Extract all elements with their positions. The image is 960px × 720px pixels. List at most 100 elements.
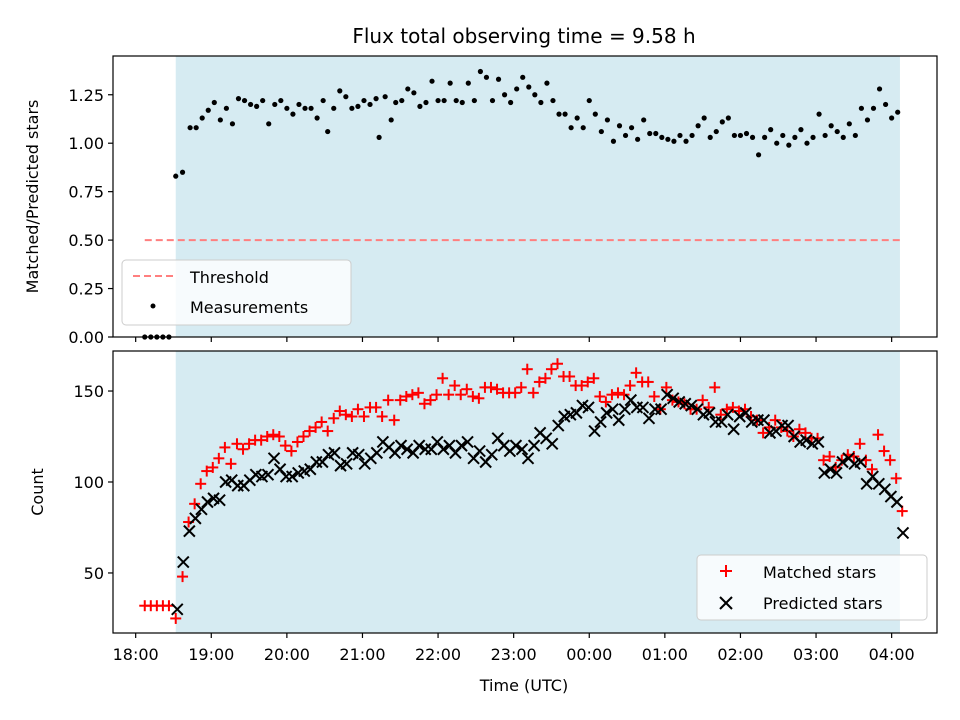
measurement-point	[786, 142, 792, 148]
measurement-point	[211, 99, 217, 106]
measurement-point	[382, 94, 388, 100]
measurement-point	[695, 123, 701, 129]
matched-star-point	[201, 465, 213, 477]
measurement-point	[889, 115, 895, 121]
predicted-star-point	[171, 603, 184, 616]
predicted-star-point	[473, 444, 486, 458]
predicted-star-point	[739, 406, 752, 420]
bottom-legend: Matched stars Predicted stars	[696, 554, 928, 621]
top-y-tick-label: 0.00	[68, 328, 104, 347]
predicted-star-point	[527, 439, 541, 452]
predicted-star-point	[552, 419, 565, 432]
matched-star-point	[509, 387, 521, 399]
measurement-point	[526, 84, 532, 90]
legend-predicted-swatch	[719, 596, 733, 610]
x-tick-label: 22:00	[415, 645, 461, 664]
matched-star-point	[709, 381, 721, 393]
matched-star-point	[455, 389, 467, 401]
predicted-star-point	[824, 463, 837, 476]
matched-star-point	[231, 438, 243, 450]
predicted-star-point	[455, 439, 468, 452]
measurement-point	[810, 134, 816, 140]
predicted-star-point	[781, 419, 795, 432]
matched-star-point	[545, 363, 557, 375]
predicted-star-point	[636, 401, 650, 414]
x-tick-label: 01:00	[642, 645, 688, 664]
top-y-axis-label: Matched/Predicted stars	[23, 100, 42, 294]
predicted-star-point	[727, 423, 740, 436]
measurement-point	[229, 121, 236, 127]
top-legend: Threshold Measurements	[121, 259, 352, 326]
measurement-point	[731, 132, 738, 139]
x-tick-label: 02:00	[717, 645, 763, 664]
predicted-star-point	[757, 413, 771, 427]
matched-star-point	[310, 421, 322, 433]
measurement-point	[683, 138, 689, 144]
predicted-star-point	[267, 452, 281, 465]
predicted-star-point	[370, 446, 384, 460]
measurement-point	[798, 127, 804, 133]
measurement-point	[598, 128, 604, 135]
top-y-tick-label: 1.00	[68, 134, 104, 153]
matched-star-point	[582, 376, 594, 388]
measurement-point	[423, 99, 429, 106]
measurement-point	[435, 97, 441, 104]
top-panel: 0.00 0.25 0.50 0.75 1.00 1.25 Matched/Predict…	[23, 55, 938, 347]
measurement-point	[604, 117, 611, 123]
measurement-point	[538, 99, 544, 106]
measurement-point	[816, 111, 822, 117]
matched-star-point	[515, 381, 527, 393]
predicted-star-point	[340, 457, 353, 471]
predicted-star-point	[594, 415, 607, 429]
measurement-point	[417, 103, 423, 109]
measurement-point	[302, 105, 308, 111]
measurement-point	[562, 111, 568, 117]
x-tick-label: 23:00	[491, 645, 537, 664]
predicted-star-point	[352, 448, 365, 461]
matched-star-point	[304, 425, 316, 437]
matched-star-point	[642, 376, 654, 388]
measurement-point	[743, 130, 750, 137]
predicted-star-point	[721, 408, 734, 421]
predicted-star-point	[285, 470, 299, 483]
matched-star-point	[793, 423, 805, 435]
measurement-point	[393, 99, 399, 106]
measurement-point	[441, 97, 447, 104]
matched-star-point	[189, 498, 201, 510]
measurement-point	[749, 134, 756, 140]
measurement-point	[532, 92, 538, 98]
measurement-point	[337, 88, 343, 94]
matched-star-point	[394, 394, 406, 406]
predicted-star-point	[685, 399, 698, 412]
matched-star-point	[660, 381, 672, 393]
measurement-point	[465, 80, 471, 86]
measurement-point	[846, 121, 852, 127]
measurement-point	[774, 140, 780, 146]
matched-star-point	[443, 389, 455, 401]
matched-star-point	[533, 376, 545, 388]
measurement-point	[882, 101, 889, 108]
predicted-star-point	[328, 446, 341, 460]
measurement-point	[217, 117, 223, 123]
measurement-point	[876, 86, 883, 92]
measurement-point	[355, 103, 361, 109]
measurement-point	[665, 136, 671, 142]
measurement-point	[193, 125, 199, 131]
matched-star-point	[255, 434, 267, 446]
measurement-point	[725, 115, 731, 121]
matched-star-point	[322, 425, 334, 437]
x-tick-label: 19:00	[188, 645, 234, 664]
measurement-point	[199, 115, 205, 121]
chart-title: Flux total observing time = 9.58 h	[352, 24, 695, 48]
bottom-y-ticks: 50 100 150	[73, 382, 113, 583]
matched-star-point	[612, 387, 624, 399]
x-tick-label: 04:00	[869, 645, 915, 664]
matched-star-point	[467, 390, 479, 402]
measurement-point	[762, 134, 768, 140]
matched-star-point	[328, 412, 340, 424]
measurement-point	[616, 123, 623, 129]
measurement-point	[495, 76, 502, 82]
matched-star-point	[418, 398, 430, 410]
matched-star-point	[243, 438, 255, 450]
predicted-star-point	[183, 524, 196, 538]
